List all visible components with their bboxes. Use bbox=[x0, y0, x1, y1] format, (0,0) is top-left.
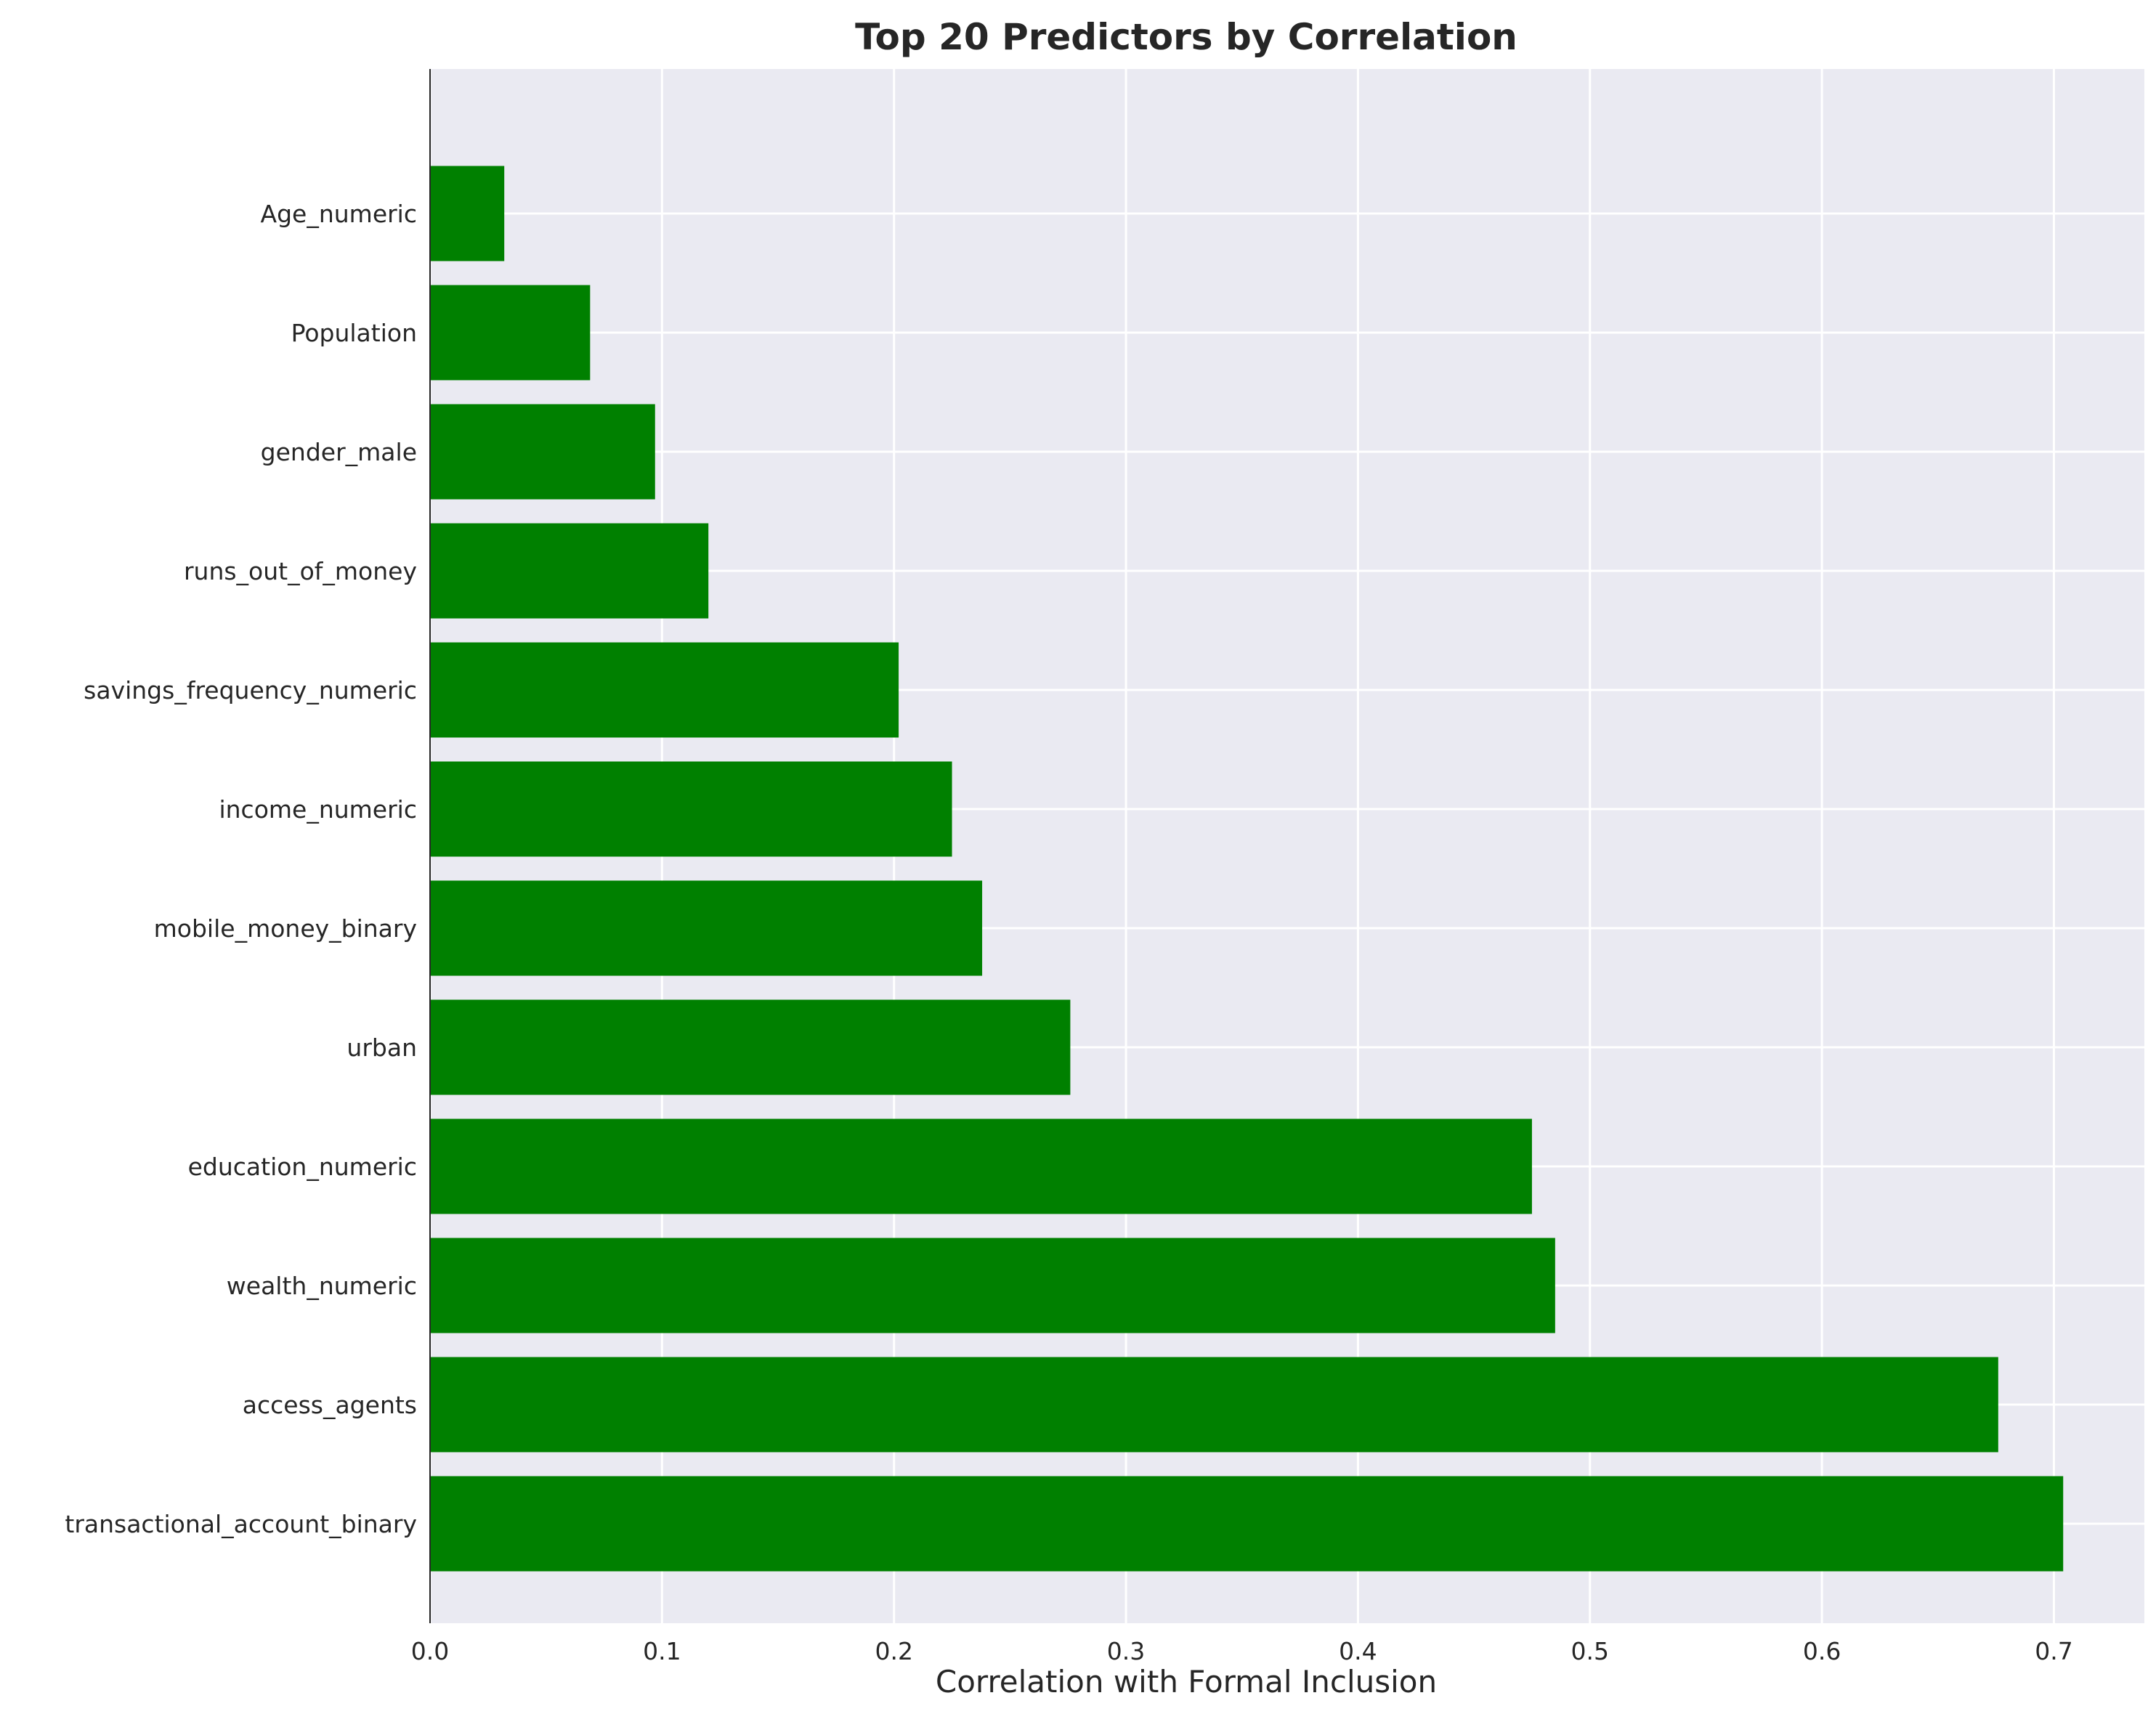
y-tick-label: wealth_numeric bbox=[227, 1272, 417, 1300]
x-tick-label: 0.5 bbox=[1571, 1637, 1609, 1665]
y-tick-label: education_numeric bbox=[188, 1153, 417, 1181]
bar-urban bbox=[430, 999, 1071, 1095]
x-tick-label: 0.0 bbox=[411, 1637, 449, 1665]
bar-mobile-money-binary bbox=[430, 880, 983, 976]
bar-wealth-numeric bbox=[430, 1238, 1555, 1333]
y-tick-label: Population bbox=[291, 319, 417, 347]
bar-age-numeric bbox=[430, 166, 505, 261]
x-tick-label: 0.2 bbox=[875, 1637, 912, 1665]
x-tick-label: 0.4 bbox=[1339, 1637, 1377, 1665]
y-tick-label: runs_out_of_money bbox=[184, 557, 417, 585]
x-axis-label: Correlation with Formal Inclusion bbox=[936, 1664, 1437, 1699]
y-tick-label: income_numeric bbox=[219, 795, 417, 824]
bar-transactional-account-binary bbox=[430, 1476, 2064, 1572]
x-tick-label: 0.1 bbox=[643, 1637, 681, 1665]
x-tick-labels: 0.0 0.1 0.2 0.3 0.4 0.5 0.6 0.7 bbox=[411, 1637, 2073, 1665]
bar-runs-out-of-money bbox=[430, 523, 709, 619]
y-tick-label: urban bbox=[346, 1033, 417, 1062]
y-tick-label: access_agents bbox=[243, 1391, 417, 1419]
bar-savings-frequency-numeric bbox=[430, 642, 899, 738]
chart-title: Top 20 Predictors by Correlation bbox=[855, 16, 1517, 58]
bars bbox=[430, 166, 2064, 1572]
y-tick-label: transactional_account_binary bbox=[65, 1510, 417, 1538]
bar-gender-male bbox=[430, 404, 655, 500]
x-tick-label: 0.7 bbox=[2035, 1637, 2072, 1665]
x-tick-label: 0.3 bbox=[1107, 1637, 1145, 1665]
y-tick-label: savings_frequency_numeric bbox=[84, 676, 417, 704]
y-tick-label: Age_numeric bbox=[261, 200, 417, 228]
y-tick-label: mobile_money_binary bbox=[154, 914, 417, 943]
y-tick-label: gender_male bbox=[261, 438, 417, 466]
bar-education-numeric bbox=[430, 1118, 1532, 1214]
x-tick-label: 0.6 bbox=[1803, 1637, 1841, 1665]
bar-population bbox=[430, 285, 591, 381]
bar-access-agents bbox=[430, 1357, 1998, 1453]
y-tick-labels: Age_numeric Population gender_male runs_out… bbox=[65, 200, 417, 1538]
bar-income-numeric bbox=[430, 761, 952, 857]
